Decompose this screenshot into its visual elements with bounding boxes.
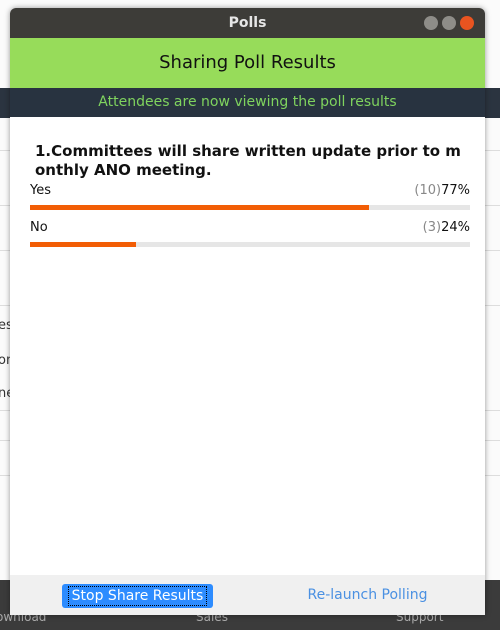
poll-window: Polls Sharing Poll Results Attendees are… (10, 8, 485, 615)
option-count: (10) (414, 183, 442, 198)
stop-share-label: Stop Share Results (68, 586, 207, 606)
minimize-button[interactable] (424, 16, 438, 30)
question: 1.Committees will share written update p… (35, 142, 461, 179)
relaunch-button[interactable]: Re-launch Polling (307, 587, 428, 603)
option-result: (3)24% (30, 220, 470, 235)
close-button[interactable] (460, 16, 474, 30)
option-result: (10)77% (30, 183, 470, 198)
footer: Stop Share Results Re-launch Polling (10, 575, 485, 615)
stop-share-button[interactable]: Stop Share Results (62, 584, 213, 608)
title-bar: Polls (10, 8, 485, 38)
option-label: Yes (30, 183, 51, 198)
bar (30, 205, 369, 210)
window-title: Polls (228, 15, 267, 31)
bar-track (30, 242, 470, 247)
status-text: Attendees are now viewing the poll resul… (98, 94, 397, 110)
header: Sharing Poll Results (10, 38, 485, 88)
option-percent: 24% (441, 220, 470, 235)
bar (30, 242, 136, 247)
header-title: Sharing Poll Results (159, 52, 336, 73)
status-bar: Attendees are now viewing the poll resul… (10, 88, 485, 117)
option-percent: 77% (441, 183, 470, 198)
option-label: No (30, 220, 48, 235)
option-count: (3) (422, 220, 442, 235)
side-text: es (0, 318, 13, 333)
maximize-button[interactable] (442, 16, 456, 30)
